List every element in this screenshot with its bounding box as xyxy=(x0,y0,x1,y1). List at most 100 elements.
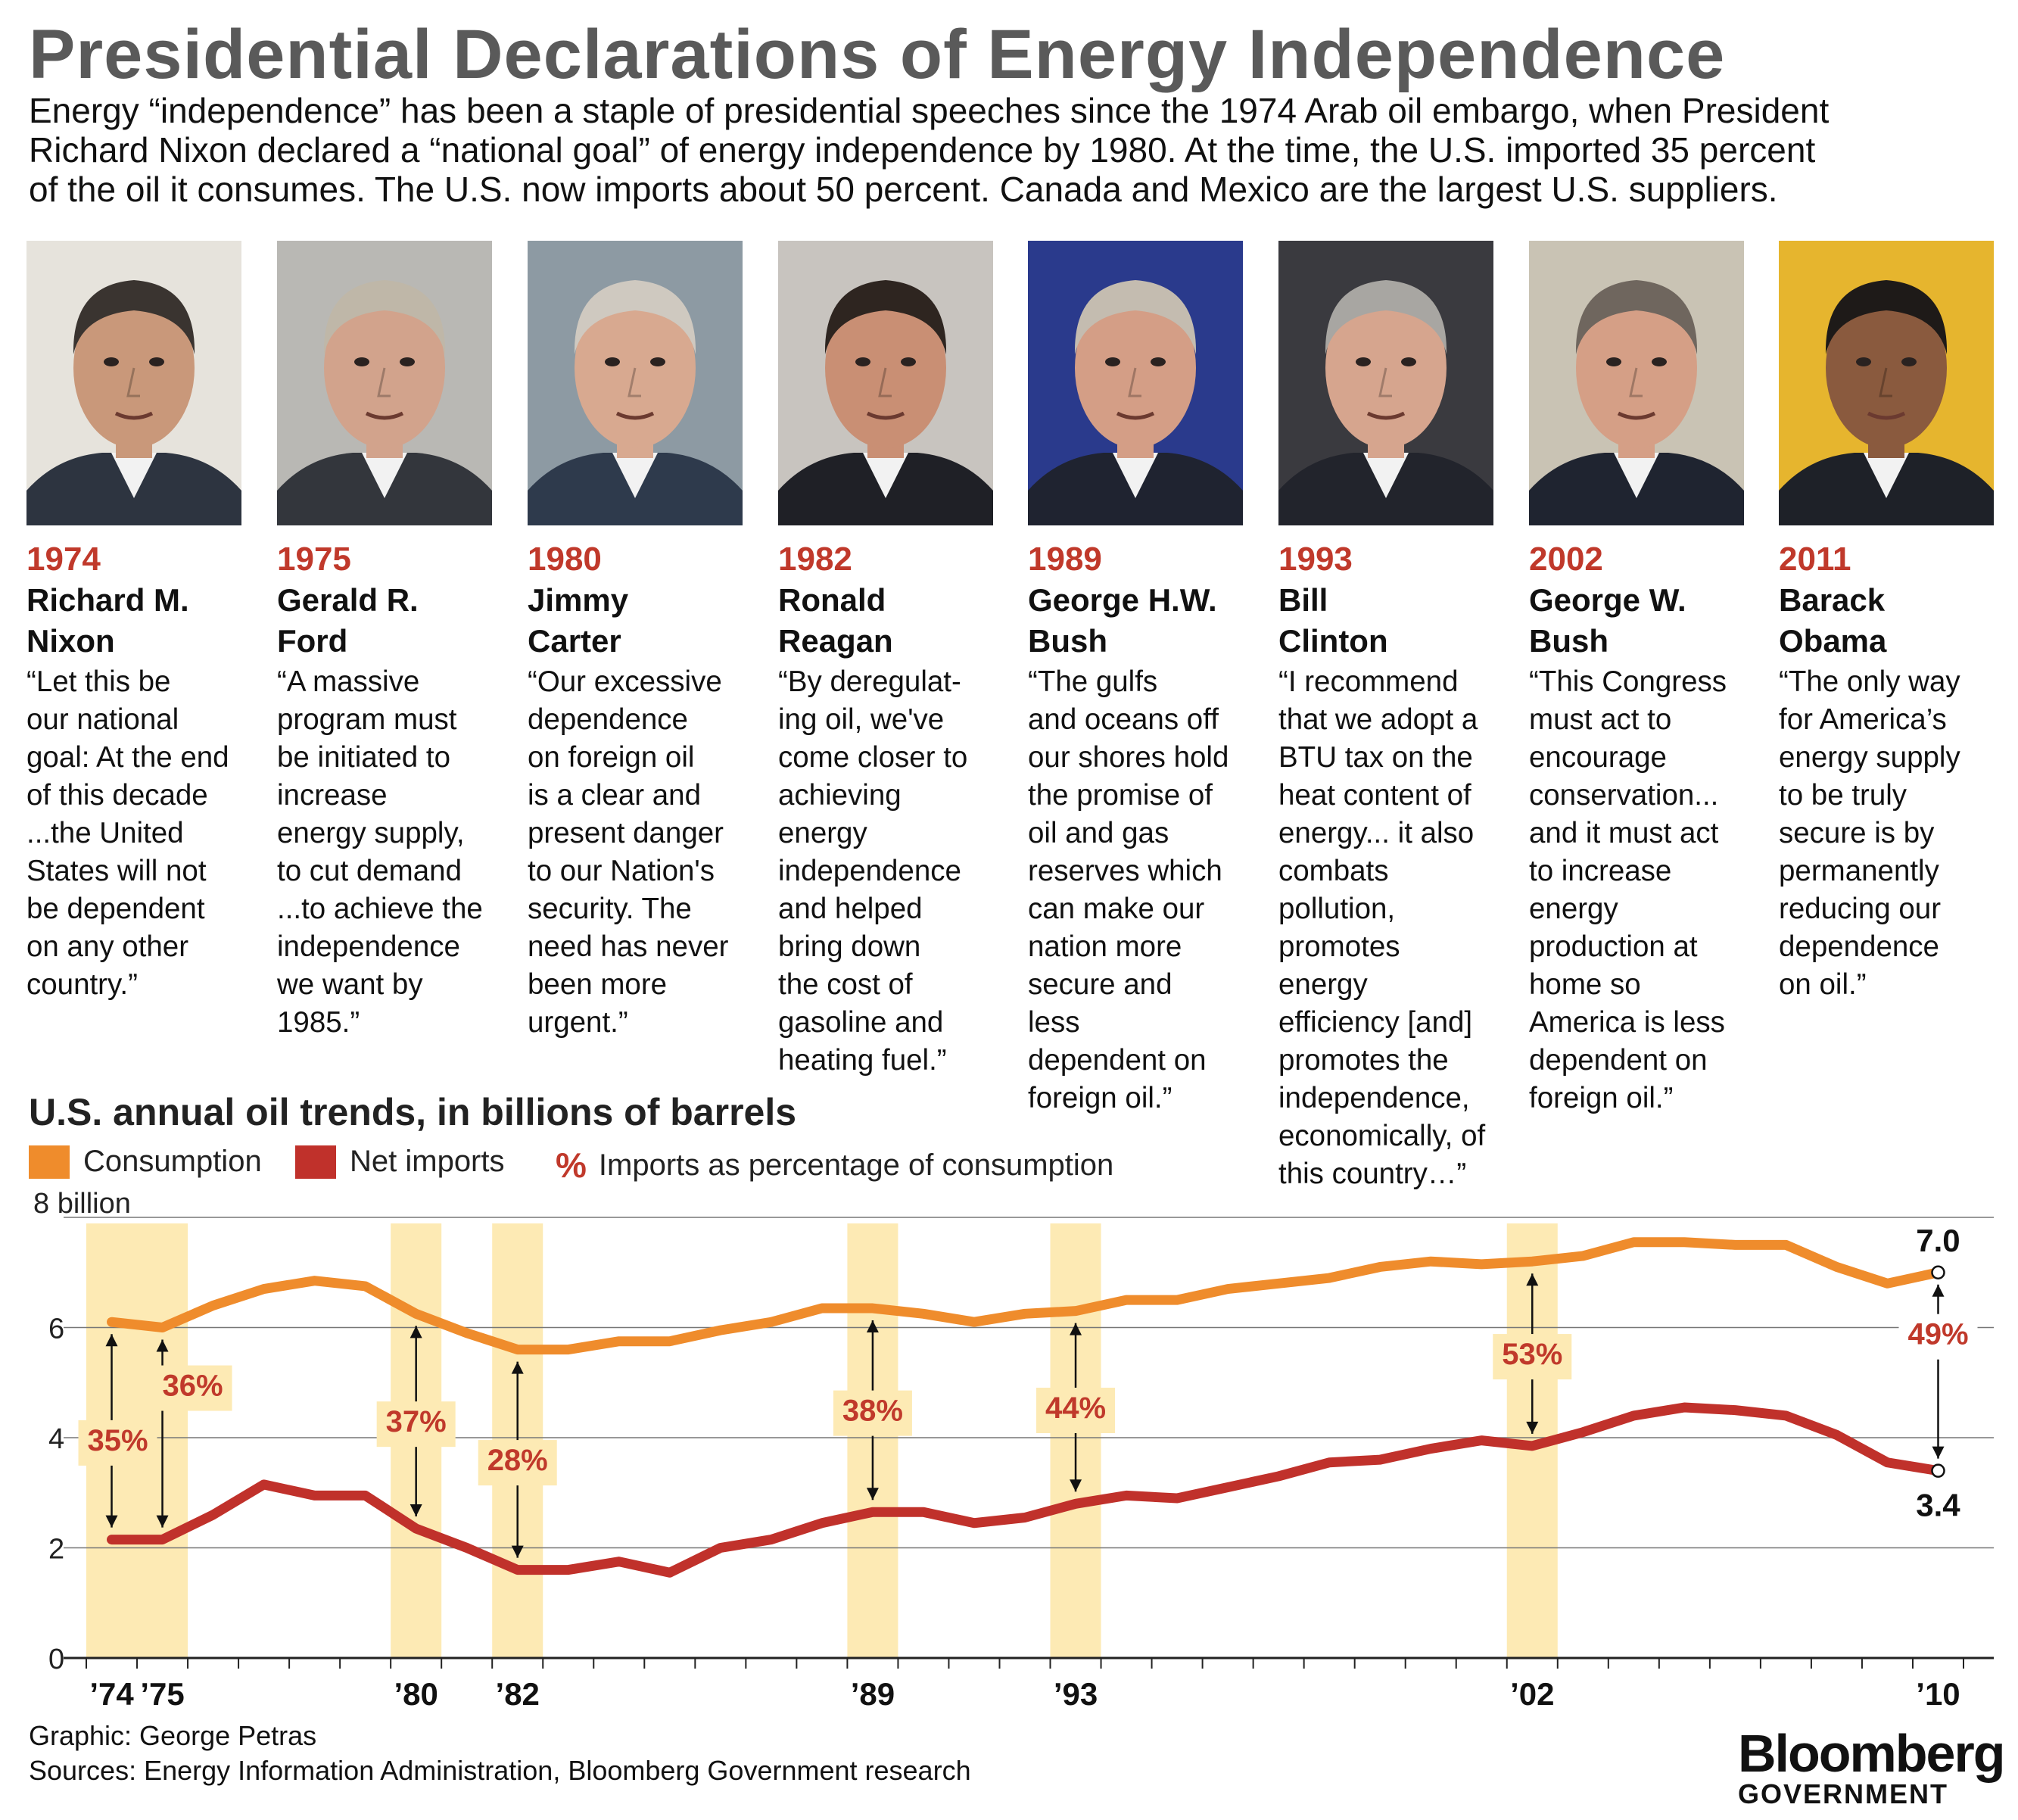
quote-line: must act to xyxy=(1529,703,1672,736)
percent-arrowhead xyxy=(1932,1284,1945,1297)
president-portrait xyxy=(277,241,492,525)
quote-line: “A massive xyxy=(277,665,420,698)
x-tick-label: ’75 xyxy=(140,1676,184,1711)
percent-label: 49% xyxy=(1907,1318,1968,1351)
quote-line: energy xyxy=(1278,968,1368,1001)
net-imports-point xyxy=(1633,1414,1635,1416)
intro-line: Energy “independence” has been a staple … xyxy=(29,91,1830,130)
consumption-point xyxy=(516,1348,519,1351)
president-portrait xyxy=(778,241,993,525)
quote-line: gasoline and xyxy=(778,1006,944,1039)
quote-line: to cut demand xyxy=(277,855,462,887)
president-name-line: Carter xyxy=(528,623,621,659)
intro-text: Energy “independence” has been a staple … xyxy=(29,91,1997,209)
president-portrait xyxy=(1529,241,1744,525)
quote-line: independence xyxy=(277,930,460,963)
quote-line: permanently xyxy=(1779,855,1939,887)
president-year: 2011 xyxy=(1779,541,1851,578)
consumption-point xyxy=(1278,1282,1280,1285)
consumption-point xyxy=(973,1321,975,1323)
percent-label: 44% xyxy=(1045,1391,1106,1425)
oil-trends-chart: 0 2 4 6 8 billion ’74’75 ’80 ’82 ’89 ’93 ’02 ’10 35%… xyxy=(33,1188,1994,1711)
percent-label: 28% xyxy=(487,1444,548,1477)
net-imports-point xyxy=(364,1494,366,1497)
quote-line: be initiated to xyxy=(277,741,451,774)
percent-label: 53% xyxy=(1502,1338,1562,1371)
quote-line: “The gulfs xyxy=(1028,665,1158,698)
quote-line: energy xyxy=(1529,893,1618,925)
sources-note: Sources: Energy Information Administrati… xyxy=(29,1755,971,1786)
consumption-point xyxy=(1481,1263,1483,1265)
president-card: 2002 George W. Bush “This Congress must act … xyxy=(1529,241,1756,1117)
percent-label-bg xyxy=(78,1420,157,1466)
president-quote: “The only way for America’s energy supply t… xyxy=(1779,663,2006,1004)
consumption-point xyxy=(1582,1254,1584,1257)
end-marker-net-imports xyxy=(1931,1463,1945,1478)
net-imports-point xyxy=(1785,1414,1787,1416)
quote-line: heat content of xyxy=(1278,779,1471,812)
quote-line: program must xyxy=(277,703,457,736)
chart-title: U.S. annual oil trends, in billions of b… xyxy=(29,1091,797,1133)
quote-line: we want by xyxy=(277,968,423,1001)
quote-line: production at xyxy=(1529,930,1698,963)
quote-line: security. The xyxy=(528,893,692,925)
president-card: 1989 George H.W. Bush “The gulfs and oceans … xyxy=(1028,241,1255,1117)
quote-line: “Our excessive xyxy=(528,665,722,698)
net-imports-point xyxy=(973,1522,975,1524)
quote-line: our shores hold xyxy=(1028,741,1229,774)
president-year: 1982 xyxy=(778,541,852,578)
legend-net-imports: Net imports xyxy=(295,1145,505,1179)
consumption-point xyxy=(1683,1241,1686,1243)
net-imports-point xyxy=(1430,1448,1432,1450)
y-tick-label: 0 xyxy=(48,1644,64,1675)
quote-line: 1985.” xyxy=(277,1006,360,1039)
president-name-line: Barack xyxy=(1779,582,1886,618)
quote-line: energy xyxy=(778,817,867,849)
quote-line: foreign oil.” xyxy=(1529,1082,1674,1114)
quote-line: the cost of xyxy=(778,968,913,1001)
president-name-line: Gerald R. xyxy=(277,582,419,618)
quote-line: “The only way xyxy=(1779,665,1960,698)
consumption-point xyxy=(1734,1244,1736,1246)
x-tick-label: ’10 xyxy=(1916,1676,1960,1711)
net-imports-point xyxy=(111,1538,113,1541)
quote-line: the promise of xyxy=(1028,779,1213,812)
quote-line: come closer to xyxy=(778,741,968,774)
quote-line: America is less xyxy=(1529,1006,1725,1039)
quote-line: country.” xyxy=(26,968,138,1001)
quote-line: and helped xyxy=(778,893,923,925)
quote-line: on foreign oil xyxy=(528,741,695,774)
quote-line: dependence xyxy=(1779,930,1939,963)
net-imports-point xyxy=(1886,1461,1889,1463)
consumption-point xyxy=(1633,1241,1635,1243)
president-portrait xyxy=(528,241,743,525)
consumption-point xyxy=(111,1321,113,1323)
president-year: 1980 xyxy=(528,541,602,578)
quote-line: been more xyxy=(528,968,668,1001)
quote-line: “By deregulat- xyxy=(778,665,961,698)
x-tick-label: ’82 xyxy=(496,1676,540,1711)
percent-label: 36% xyxy=(163,1370,223,1403)
president-portrait xyxy=(1278,241,1493,525)
consumption-point xyxy=(871,1307,874,1310)
president-quote: “Our excessive dependence on foreign oil is… xyxy=(528,663,755,1042)
president-portrait xyxy=(1779,241,1994,525)
quote-line: “This Congress xyxy=(1529,665,1727,698)
president-name-line: George H.W. xyxy=(1028,582,1217,618)
net-imports-point xyxy=(161,1538,163,1541)
president-name-line: George W. xyxy=(1529,582,1686,618)
x-tick-label: ’74 xyxy=(89,1676,134,1711)
president-quote: “By deregulat-ing oil, we've come closer … xyxy=(778,663,1005,1080)
percent-arrowhead xyxy=(410,1504,422,1517)
legend-label-net-imports: Net imports xyxy=(350,1145,505,1178)
y-tick-label: 4 xyxy=(48,1423,64,1455)
quote-line: dependent on xyxy=(1028,1044,1207,1077)
president-name-line: Bush xyxy=(1529,623,1608,659)
x-tick-label: ’93 xyxy=(1054,1676,1098,1711)
president-name-line: Obama xyxy=(1779,623,1887,659)
president-name-line: Bush xyxy=(1028,623,1107,659)
quote-line: less xyxy=(1028,1006,1080,1039)
net-imports-point xyxy=(212,1513,214,1516)
percent-label-bg xyxy=(1036,1387,1116,1433)
quote-line: independence, xyxy=(1278,1082,1470,1114)
